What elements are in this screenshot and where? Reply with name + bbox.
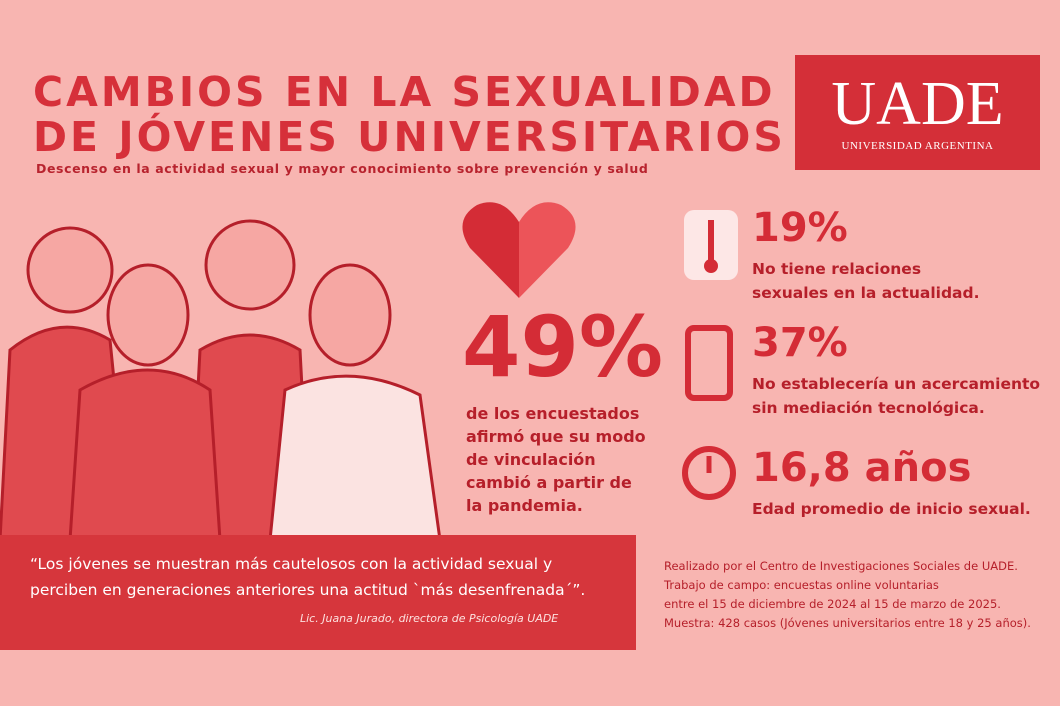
quote-author: Lic. Juana Jurado, directora de Psicolog… xyxy=(300,612,559,625)
main-stat-text: de los encuestados afirmó que su modo de v… xyxy=(466,402,646,517)
heart-left xyxy=(462,202,519,298)
thermometer-bulb xyxy=(704,259,718,273)
stat-text: No tiene relaciones xyxy=(752,260,922,278)
heart-icon xyxy=(462,202,576,298)
source: Realizado por el Centro de Investigacion… xyxy=(664,557,1031,633)
stat-text: Edad promedio de inicio sexual. xyxy=(752,500,1031,518)
stat-text: sin mediación tecnológica. xyxy=(752,399,985,417)
heart-right xyxy=(519,202,576,298)
source-line: Muestra: 428 casos (Jóvenes universitari… xyxy=(664,616,1031,630)
main-stat-line: afirmó que su modo xyxy=(466,427,646,446)
source-line: entre el 15 de diciembre de 2024 al 15 d… xyxy=(664,597,1001,611)
stat-value: 19% xyxy=(752,205,848,251)
thermometer-tube xyxy=(708,220,714,262)
main-stat-line: cambió a partir de xyxy=(466,473,632,492)
main-stat-line: la pandemia. xyxy=(466,496,583,515)
clock-icon xyxy=(682,446,736,500)
main-stat-line: de los encuestados xyxy=(466,404,640,423)
quote-line: perciben en generaciones anteriores una … xyxy=(30,581,586,599)
title-line: CAMBIOS EN LA SEXUALIDAD xyxy=(33,68,776,116)
person-head xyxy=(106,263,190,367)
phone-icon xyxy=(685,325,733,401)
logo-box: UADE UNIVERSIDAD ARGENTINA xyxy=(795,55,1040,170)
main-stat-value: 49% xyxy=(462,298,664,396)
person-body xyxy=(268,374,442,540)
source-line: Trabajo de campo: encuestas online volun… xyxy=(664,578,939,592)
icons xyxy=(682,210,738,500)
main-stat-line: de vinculación xyxy=(466,450,596,469)
quote-box: “Los jóvenes se muestran más cautelosos … xyxy=(0,535,636,650)
stat-text: sexuales en la actualidad. xyxy=(752,284,980,302)
person-head xyxy=(308,263,392,367)
person-head xyxy=(26,226,114,314)
source-line: Realizado por el Centro de Investigacion… xyxy=(664,559,1018,573)
logo-subtitle: UNIVERSIDAD ARGENTINA xyxy=(841,140,994,152)
quote: “Los jóvenes se muestran más cautelosos … xyxy=(30,551,585,603)
person-head xyxy=(204,219,296,311)
subtitle: Descenso en la actividad sexual y mayor … xyxy=(36,161,649,176)
stat-value: 16,8 años xyxy=(752,445,972,491)
stat-text: No establecería un acercamiento xyxy=(752,375,1041,393)
quote-line: “Los jóvenes se muestran más cautelosos … xyxy=(30,555,553,573)
person-body xyxy=(68,368,222,540)
people-illustration xyxy=(0,219,442,540)
logo-name: UADE xyxy=(831,70,1004,138)
stat-value: 37% xyxy=(752,320,848,366)
title-line: DE JÓVENES UNIVERSITARIOS xyxy=(33,113,786,161)
